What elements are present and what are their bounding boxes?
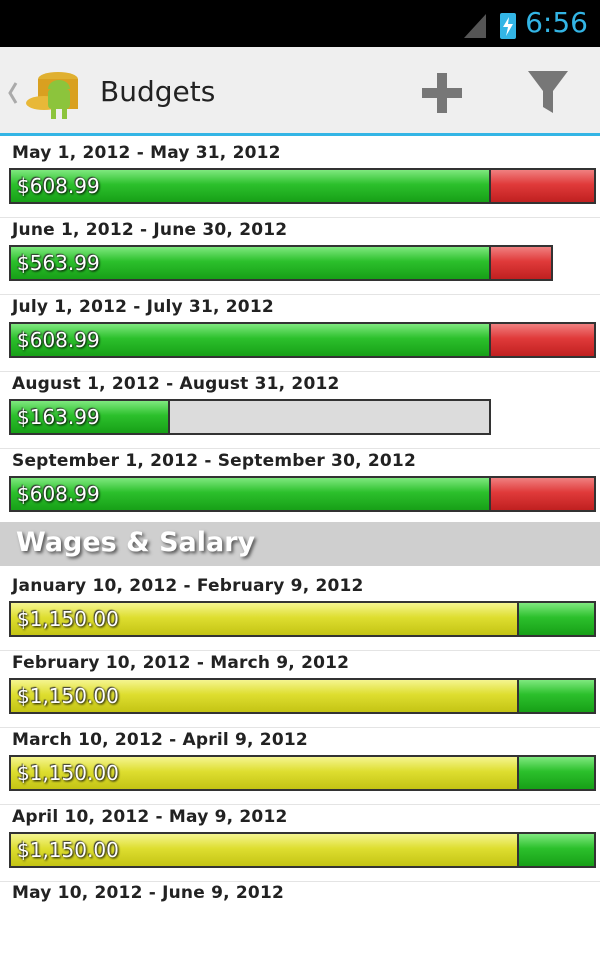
budget-row[interactable]: August 1, 2012 - August 31, 2012 $163.99 — [0, 372, 600, 449]
filter-button[interactable] — [526, 69, 570, 115]
amount: $1,150.00 — [17, 684, 119, 708]
period: April 10, 2012 - May 9, 2012 — [12, 807, 288, 827]
period: May 10, 2012 - June 9, 2012 — [12, 883, 285, 903]
period: September 1, 2012 - September 30, 2012 — [12, 451, 416, 471]
progress-bar: $1,150.00 — [9, 678, 596, 714]
amount: $608.99 — [17, 328, 100, 352]
app-icon[interactable] — [6, 63, 86, 123]
budget-row[interactable]: July 1, 2012 - July 31, 2012 $608.99 — [0, 295, 600, 372]
section-title: Wages & Salary — [16, 527, 256, 558]
amount: $1,150.00 — [17, 607, 119, 631]
progress-bar: $1,150.00 — [9, 601, 596, 637]
amount: $163.99 — [17, 405, 100, 429]
status-bar: 6:56 — [0, 0, 600, 47]
budget-row[interactable]: April 10, 2012 - May 9, 2012 $1,150.00 — [0, 805, 600, 882]
action-bar: Budgets — [0, 47, 600, 136]
amount: $1,150.00 — [17, 838, 119, 862]
period: May 1, 2012 - May 31, 2012 — [12, 143, 281, 163]
budget-row[interactable]: February 10, 2012 - March 9, 2012 $1,150… — [0, 651, 600, 728]
budget-row[interactable]: May 10, 2012 - June 9, 2012 — [0, 881, 600, 957]
add-button[interactable] — [418, 69, 466, 117]
progress-bar: $608.99 — [9, 168, 596, 204]
budget-row[interactable]: June 1, 2012 - June 30, 2012 $563.99 — [0, 218, 600, 295]
amount: $608.99 — [17, 174, 100, 198]
progress-bar: $608.99 — [9, 476, 596, 512]
progress-bar: $563.99 — [9, 245, 553, 281]
progress-bar: $1,150.00 — [9, 832, 596, 868]
progress-bar: $608.99 — [9, 322, 596, 358]
budget-row[interactable]: January 10, 2012 - February 9, 2012 $1,1… — [0, 574, 600, 651]
period: July 1, 2012 - July 31, 2012 — [12, 297, 274, 317]
budget-row[interactable]: March 10, 2012 - April 9, 2012 $1,150.00 — [0, 728, 600, 805]
period: June 1, 2012 - June 30, 2012 — [12, 220, 288, 240]
clock: 6:56 — [525, 6, 588, 39]
amount: $608.99 — [17, 482, 100, 506]
progress-bar: $163.99 — [9, 399, 491, 435]
screen: 6:56 Budgets May 1, 2012 - May 31, 2012 … — [0, 0, 600, 903]
section-header: Wages & Salary — [0, 522, 600, 566]
budget-row[interactable]: May 1, 2012 - May 31, 2012 $608.99 — [0, 141, 600, 218]
budget-row[interactable]: September 1, 2012 - September 30, 2012 $… — [0, 449, 600, 526]
status-icons — [464, 13, 516, 39]
period: August 1, 2012 - August 31, 2012 — [12, 374, 340, 394]
progress-bar: $1,150.00 — [9, 755, 596, 791]
amount: $563.99 — [17, 251, 100, 275]
screen-title: Budgets — [100, 75, 216, 108]
period: January 10, 2012 - February 9, 2012 — [12, 576, 364, 596]
amount: $1,150.00 — [17, 761, 119, 785]
period: March 10, 2012 - April 9, 2012 — [12, 730, 308, 750]
period: February 10, 2012 - March 9, 2012 — [12, 653, 350, 673]
